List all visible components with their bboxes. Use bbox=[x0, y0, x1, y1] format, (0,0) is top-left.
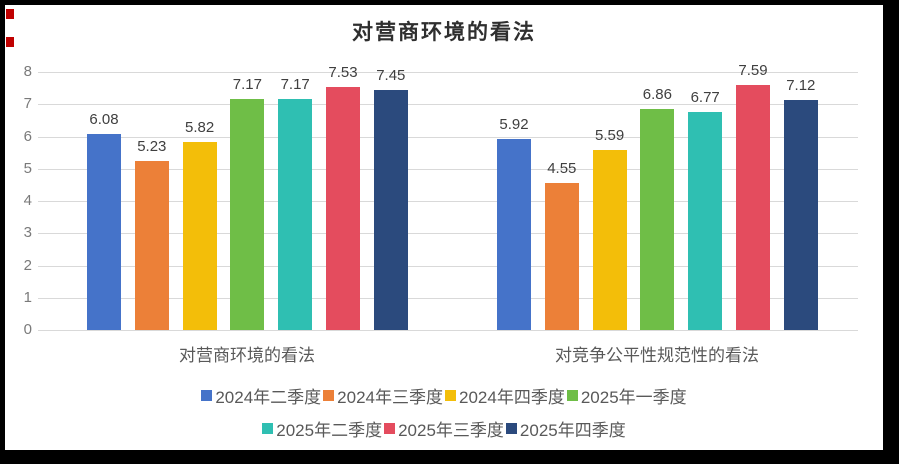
bar-value-label: 7.53 bbox=[328, 64, 358, 82]
gridline-y4 bbox=[38, 201, 858, 202]
legend-row-2: 2025年二季度 2025年三季度 2025年四季度 bbox=[5, 416, 883, 441]
y-axis-tick-label: 7 bbox=[23, 95, 32, 113]
bar-2025年三季度-对竞争公平性规范性的看法 bbox=[736, 85, 770, 330]
y-axis-tick-label: 8 bbox=[23, 63, 32, 80]
legend-swatch-icon bbox=[262, 423, 274, 434]
bar-value-label: 4.55 bbox=[547, 160, 577, 178]
bar-value-label: 6.08 bbox=[89, 110, 119, 128]
legend-row-1: 2024年二季度 2024年三季度 2024年四季度 2025年一季度 bbox=[5, 383, 883, 408]
frame-border-right bbox=[883, 0, 899, 464]
legend-item-2024年二季度: 2024年二季度 bbox=[201, 383, 321, 408]
legend-item-2025年四季度: 2025年四季度 bbox=[505, 416, 626, 441]
bar-2025年四季度-对营商环境的看法 bbox=[373, 89, 408, 330]
y-axis-tick-label: 4 bbox=[23, 192, 32, 209]
category-label-right: 对竞争公平性规范性的看法 bbox=[555, 346, 759, 365]
bar-value-label: 5.92 bbox=[499, 116, 529, 134]
legend-swatch-icon bbox=[566, 390, 578, 401]
red-edge-mark bbox=[6, 37, 14, 47]
gridline-y6 bbox=[38, 136, 858, 138]
bar-value-label: 5.59 bbox=[594, 126, 625, 144]
gridline-y0 bbox=[38, 330, 858, 331]
legend-label: 2024年三季度 bbox=[337, 388, 443, 407]
gridline-y7 bbox=[38, 104, 858, 106]
legend-item-2024年三季度: 2024年三季度 bbox=[323, 383, 443, 408]
bar-value-label: 7.12 bbox=[786, 77, 816, 95]
legend-label: 2024年四季度 bbox=[459, 388, 565, 407]
bar-value-label: 5.82 bbox=[184, 119, 215, 137]
legend-swatch-icon bbox=[323, 390, 335, 401]
bar-value-label: 7.17 bbox=[232, 75, 262, 93]
bar-2025年二季度-对竞争公平性规范性的看法 bbox=[688, 111, 723, 330]
frame-border-top bbox=[0, 0, 899, 5]
bar-2025年一季度-对竞争公平性规范性的看法 bbox=[640, 108, 675, 330]
y-axis-tick-label: 0 bbox=[23, 321, 32, 338]
gridline-y3 bbox=[38, 233, 858, 235]
bar-2024年三季度-对营商环境的看法 bbox=[134, 161, 169, 330]
bar-2025年一季度-对营商环境的看法 bbox=[230, 98, 265, 330]
bar-2024年四季度-对营商环境的看法 bbox=[182, 142, 217, 330]
legend-item-2025年一季度: 2025年一季度 bbox=[566, 383, 687, 408]
legend-label: 2025年二季度 bbox=[276, 421, 383, 440]
legend-item-2025年二季度: 2025年二季度 bbox=[262, 416, 382, 441]
bar-2024年四季度-对竞争公平性规范性的看法 bbox=[592, 149, 627, 330]
bar-value-label: 7.17 bbox=[280, 75, 310, 93]
frame-border-left bbox=[0, 0, 5, 464]
bar-2025年二季度-对营商环境的看法 bbox=[278, 98, 313, 330]
bar-value-label: 7.45 bbox=[376, 66, 406, 84]
legend-swatch-icon bbox=[505, 423, 517, 434]
category-label-left: 对营商环境的看法 bbox=[179, 346, 315, 365]
bar-value-label: 6.77 bbox=[690, 88, 720, 106]
bar-value-label: 6.86 bbox=[642, 85, 672, 103]
y-axis-tick-label: 3 bbox=[23, 224, 32, 242]
legend-swatch-icon bbox=[384, 423, 396, 434]
y-axis-tick-label: 6 bbox=[23, 127, 32, 145]
chart-title: 对营商环境的看法 bbox=[352, 20, 536, 44]
gridline-y1 bbox=[38, 297, 858, 299]
y-axis-tick-label: 1 bbox=[23, 288, 32, 306]
y-axis-tick-label: 5 bbox=[23, 159, 32, 177]
legend-label: 2025年一季度 bbox=[580, 388, 687, 407]
gridline-y2 bbox=[38, 265, 858, 267]
legend-label: 2025年三季度 bbox=[398, 421, 504, 440]
bar-2025年三季度-对营商环境的看法 bbox=[326, 87, 360, 330]
bar-2024年二季度-对竞争公平性规范性的看法 bbox=[497, 139, 531, 330]
bar-2024年二季度-对营商环境的看法 bbox=[87, 133, 121, 330]
bar-2025年四季度-对竞争公平性规范性的看法 bbox=[783, 100, 818, 330]
legend-item-2024年四季度: 2024年四季度 bbox=[445, 383, 565, 408]
bar-value-label: 5.23 bbox=[137, 138, 167, 156]
y-axis-tick-label: 2 bbox=[23, 256, 32, 274]
red-edge-mark bbox=[6, 9, 14, 19]
legend-item-2025年三季度: 2025年三季度 bbox=[384, 416, 504, 441]
legend-label: 2025年四季度 bbox=[519, 421, 626, 440]
bar-2024年三季度-对竞争公平性规范性的看法 bbox=[544, 183, 579, 330]
gridline-y8 bbox=[38, 72, 858, 73]
bar-value-label: 7.59 bbox=[738, 62, 768, 80]
gridline-y5 bbox=[38, 168, 858, 170]
legend-label: 2024年二季度 bbox=[215, 388, 322, 407]
legend-swatch-icon bbox=[445, 390, 456, 401]
frame-border-bottom bbox=[0, 450, 899, 464]
legend-swatch-icon bbox=[201, 390, 213, 401]
